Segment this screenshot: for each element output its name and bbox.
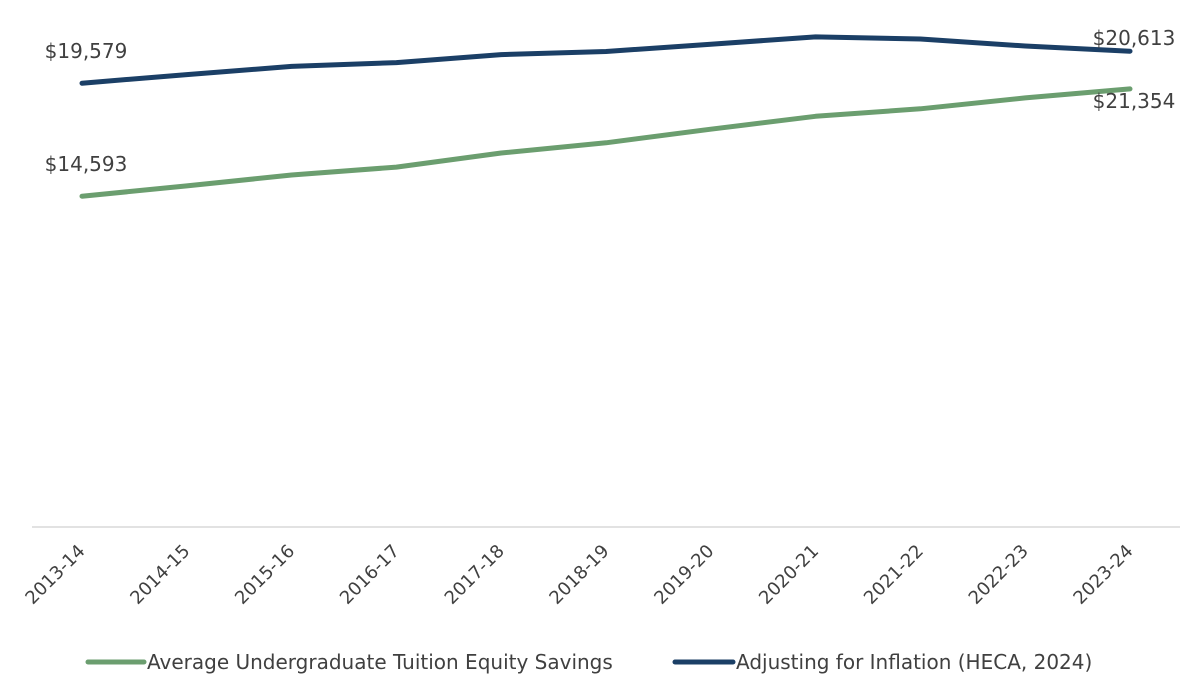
x-tick-label: 2013-14 bbox=[21, 541, 89, 609]
data-label-4: $21,354 bbox=[1093, 89, 1176, 113]
legend-label-1: Average Undergraduate Tuition Equity Sav… bbox=[147, 650, 613, 674]
legend-item-2: Adjusting for Inflation (HECA, 2024) bbox=[672, 650, 1092, 674]
x-tick-label: 2018-19 bbox=[545, 541, 613, 609]
legend-label-2: Adjusting for Inflation (HECA, 2024) bbox=[736, 650, 1092, 674]
legend: Average Undergraduate Tuition Equity Sav… bbox=[85, 650, 1092, 674]
x-tick-label: 2015-16 bbox=[231, 541, 299, 609]
series-line-1 bbox=[79, 86, 1133, 199]
data-label-layer: $19,579 $14,593 $20,613 $21,354 bbox=[45, 26, 1176, 176]
x-tick-label: 2023-24 bbox=[1069, 541, 1137, 609]
x-tick-label: 2020-21 bbox=[755, 541, 823, 609]
x-tick-label: 2016-17 bbox=[336, 541, 404, 609]
x-tick-label: 2014-15 bbox=[126, 541, 194, 609]
x-tick-label: 2019-20 bbox=[650, 541, 718, 609]
series-line-2 bbox=[79, 34, 1133, 86]
x-tick-label: 2017-18 bbox=[441, 541, 509, 609]
data-label-2: $14,593 bbox=[45, 152, 128, 176]
x-tick-label: 2022-23 bbox=[965, 541, 1033, 609]
legend-item-1: Average Undergraduate Tuition Equity Sav… bbox=[85, 650, 613, 674]
x-tick-label: 2021-22 bbox=[860, 541, 928, 609]
data-label-3: $20,613 bbox=[1093, 26, 1176, 50]
x-tick-layer: 2013-14 2014-15 2015-16 2016-17 2017-18 2018-… bbox=[21, 541, 1137, 609]
data-label-1: $19,579 bbox=[45, 39, 128, 63]
series-layer bbox=[79, 34, 1133, 199]
